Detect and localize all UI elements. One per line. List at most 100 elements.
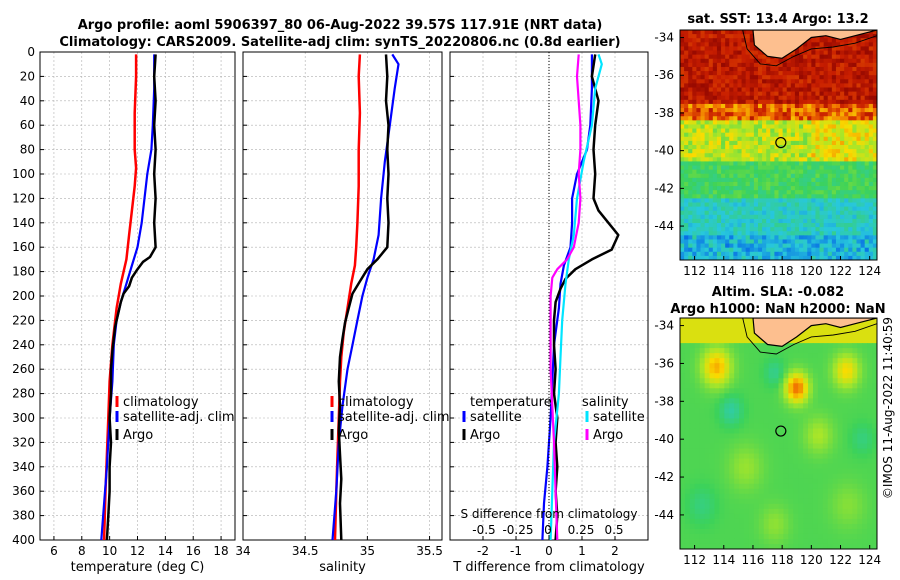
map-cell <box>827 66 833 72</box>
map-cell <box>725 71 730 76</box>
map-cell <box>790 124 796 130</box>
map-cell <box>729 493 735 500</box>
map-cell <box>782 95 788 101</box>
map-cell <box>749 132 755 138</box>
map-cell <box>852 478 858 485</box>
map-cell <box>688 66 693 72</box>
map-cell <box>852 169 858 175</box>
map-cell <box>798 513 804 520</box>
map-cell <box>724 528 730 535</box>
map-cell <box>812 418 819 425</box>
map-cell <box>716 66 722 72</box>
map-cell <box>867 488 873 495</box>
map-cell <box>758 378 765 384</box>
map-cell <box>704 498 711 505</box>
map-cell <box>699 533 706 540</box>
map-cell <box>749 58 755 64</box>
map-cell <box>724 398 730 404</box>
map-cell <box>807 194 812 199</box>
map-cell <box>790 243 796 249</box>
map-cell <box>832 493 839 500</box>
map-cell <box>847 398 853 404</box>
map-cell <box>770 210 775 216</box>
map-cell <box>835 190 841 195</box>
map-cell <box>704 438 711 445</box>
map-cell <box>778 58 784 64</box>
map-cell <box>808 538 814 545</box>
map-cell <box>744 373 750 379</box>
map-cell <box>699 463 706 470</box>
map-cell <box>812 373 819 379</box>
map-cell <box>680 393 686 399</box>
map-cell <box>699 498 706 505</box>
map-cell <box>733 239 739 245</box>
map-cell <box>745 79 751 84</box>
map-cell <box>811 71 817 76</box>
map-cell <box>807 157 812 163</box>
map-cell <box>817 433 824 440</box>
map-cell <box>725 103 730 109</box>
map-cell <box>852 173 858 179</box>
map-cell <box>872 46 877 52</box>
map-cell <box>868 108 874 113</box>
map-cell <box>758 358 765 364</box>
map-cell <box>847 473 853 480</box>
map-cell <box>808 483 814 490</box>
map-cell <box>766 161 771 167</box>
map-cell <box>799 120 804 126</box>
map-cell <box>844 251 849 257</box>
map-cell <box>832 458 839 465</box>
map-cell <box>688 75 693 80</box>
map-cell <box>721 103 726 109</box>
map-cell <box>745 214 751 220</box>
map-cell <box>704 206 710 212</box>
map-cell <box>753 124 759 130</box>
map-cell <box>708 157 714 163</box>
map-cell <box>848 136 853 142</box>
argo-position-marker <box>775 425 787 437</box>
map-cell <box>798 383 804 389</box>
map-cell <box>709 503 716 510</box>
map-cell <box>782 218 788 224</box>
map-cell <box>842 363 849 369</box>
map-cell <box>745 136 751 142</box>
map-cell <box>688 91 693 97</box>
map-cell <box>768 388 775 394</box>
map-cell <box>783 458 789 465</box>
map-cell <box>763 498 770 505</box>
map-cell <box>857 463 863 470</box>
map-cell <box>847 408 853 415</box>
map-cell <box>729 513 735 520</box>
map-cell <box>823 136 829 142</box>
map-cell <box>831 149 837 154</box>
map-cell <box>860 108 866 113</box>
map-cell <box>692 243 698 249</box>
map-cell <box>842 518 849 525</box>
map-cell <box>757 218 763 224</box>
map-cell <box>692 71 698 76</box>
map-cell <box>763 468 770 475</box>
map-cell <box>734 323 740 329</box>
map-cell <box>840 145 845 150</box>
map-cell <box>827 251 833 257</box>
map-cell <box>832 368 839 374</box>
map-cell <box>700 177 706 183</box>
map-cell <box>733 157 739 163</box>
map-cell <box>753 423 760 430</box>
map-cell <box>803 108 808 113</box>
map-cell <box>741 42 747 48</box>
map-cell <box>783 468 789 475</box>
map-cell <box>856 140 862 146</box>
map-cell <box>778 368 785 374</box>
map-cell <box>782 153 788 158</box>
map-cell <box>860 247 866 253</box>
map-cell <box>748 538 755 545</box>
map-cell <box>832 343 839 349</box>
map-cell <box>745 54 751 60</box>
map-cell <box>808 353 814 359</box>
map-cell <box>817 323 824 329</box>
map-cell <box>815 120 821 126</box>
map-cell <box>827 523 834 530</box>
map-cell <box>827 423 834 430</box>
map-cell <box>721 173 726 179</box>
